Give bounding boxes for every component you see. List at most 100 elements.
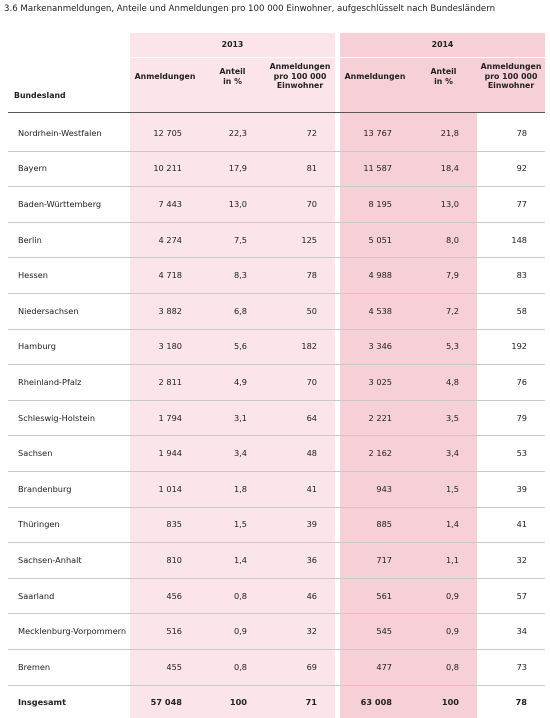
row-label: Saarland	[18, 590, 55, 601]
cell-value: 3 346	[368, 341, 392, 352]
cell-value: 36	[306, 554, 317, 565]
cell-value: 12 705	[153, 127, 182, 138]
cell-value: 64	[306, 412, 317, 423]
row-label: Bayern	[18, 163, 47, 174]
cell-value: 8 195	[368, 198, 392, 209]
row-rule	[8, 435, 545, 437]
cell-value: 77	[516, 198, 527, 209]
cell-value: 100	[441, 697, 459, 708]
column-header: Bundesland	[14, 91, 66, 101]
row-rule	[8, 293, 545, 294]
cell-value: 7,9	[445, 270, 459, 281]
cell-value: 125	[301, 234, 317, 245]
row-label: Hamburg	[18, 341, 56, 352]
cell-value: 8,3	[233, 270, 247, 281]
row-label: Berlin	[18, 234, 42, 245]
bg-2014-hdr	[477, 33, 545, 112]
cell-value: 1,8	[233, 483, 247, 494]
cell-value: 8,0	[445, 234, 459, 245]
row-rule	[8, 364, 545, 366]
cell-value: 5,3	[445, 341, 459, 352]
cell-value: 456	[166, 590, 182, 601]
cell-value: 57 048	[150, 697, 182, 708]
cell-value: 41	[516, 519, 527, 530]
cell-value: 32	[306, 626, 317, 637]
cell-value: 545	[376, 626, 392, 637]
cell-value: 0,9	[233, 626, 247, 637]
cell-value: 78	[516, 127, 527, 138]
cell-value: 18,4	[440, 163, 459, 174]
cell-value: 81	[306, 163, 317, 174]
cell-value: 2 811	[158, 376, 182, 387]
row-label: Sachsen	[18, 448, 53, 459]
column-header: Anmeldungen	[344, 71, 406, 81]
cell-value: 10 211	[153, 163, 182, 174]
cell-value: 3,4	[445, 448, 459, 459]
table-title: 3.6 Markenanmeldungen, Anteile und Anmel…	[4, 4, 496, 14]
cell-value: 79	[516, 412, 527, 423]
cell-value: 58	[516, 305, 527, 316]
cell-value: 72	[306, 127, 317, 138]
cell-value: 71	[305, 697, 317, 708]
cell-value: 13 767	[363, 127, 392, 138]
row-label: Baden-Württemberg	[18, 198, 102, 209]
cell-value: 34	[516, 626, 527, 637]
cell-value: 1 794	[158, 412, 182, 423]
row-label: Brandenburg	[18, 483, 72, 494]
cell-value: 3,4	[233, 448, 247, 459]
cell-value: 53	[516, 448, 527, 459]
cell-value: 22,3	[228, 127, 247, 138]
cell-value: 1,1	[445, 554, 459, 565]
cell-value: 7,5	[233, 234, 247, 245]
row-rule	[8, 577, 545, 579]
cell-value: 3,1	[233, 412, 247, 423]
row-rule	[8, 506, 545, 508]
cell-value: 57	[516, 590, 527, 601]
cell-value: 17,9	[228, 163, 247, 174]
cell-value: 810	[166, 554, 182, 565]
cell-value: 1,5	[445, 483, 459, 494]
cell-value: 0,9	[445, 590, 459, 601]
group-header: 2014	[431, 39, 454, 49]
cell-value: 13,0	[228, 198, 247, 209]
cell-value: 477	[376, 661, 392, 672]
row-rule	[8, 613, 545, 615]
row-rule	[8, 684, 545, 686]
cell-value: 4 718	[158, 270, 182, 281]
cell-value: 1 944	[158, 448, 182, 459]
cell-value: 5 051	[368, 234, 392, 245]
cell-value: 0,8	[445, 661, 459, 672]
cell-value: 69	[306, 661, 317, 672]
row-rule	[8, 542, 545, 544]
column-header: Anmeldungen pro 100 000 Einwohner	[269, 61, 331, 91]
bg-2014	[340, 33, 477, 718]
row-label: Mecklenburg-Vorpommern	[18, 626, 127, 637]
row-label: Thüringen	[18, 519, 60, 530]
row-rule	[8, 471, 545, 472]
cell-value: 73	[516, 661, 527, 672]
cell-value: 21,8	[440, 127, 459, 138]
column-header: Anteil in %	[219, 66, 246, 86]
cell-value: 7,2	[445, 305, 459, 316]
row-label: Bremen	[18, 661, 51, 672]
cell-value: 78	[515, 697, 527, 708]
cell-value: 83	[516, 270, 527, 281]
rule	[130, 57, 335, 58]
row-rule	[8, 186, 545, 188]
row-label: Rheinland-Pfalz	[18, 376, 82, 387]
cell-value: 182	[301, 341, 317, 352]
cell-value: 4,8	[445, 376, 459, 387]
row-label: Insgesamt	[18, 697, 67, 708]
group-header: 2013	[221, 39, 244, 49]
cell-value: 100	[229, 697, 247, 708]
row-label: Hessen	[18, 270, 48, 281]
cell-value: 39	[516, 483, 527, 494]
cell-value: 5,6	[233, 341, 247, 352]
row-label: Niedersachsen	[18, 305, 79, 316]
cell-value: 50	[306, 305, 317, 316]
cell-value: 516	[166, 626, 182, 637]
cell-value: 4 988	[368, 270, 392, 281]
cell-value: 717	[376, 554, 392, 565]
cell-value: 3 025	[368, 376, 392, 387]
row-rule	[8, 649, 545, 650]
